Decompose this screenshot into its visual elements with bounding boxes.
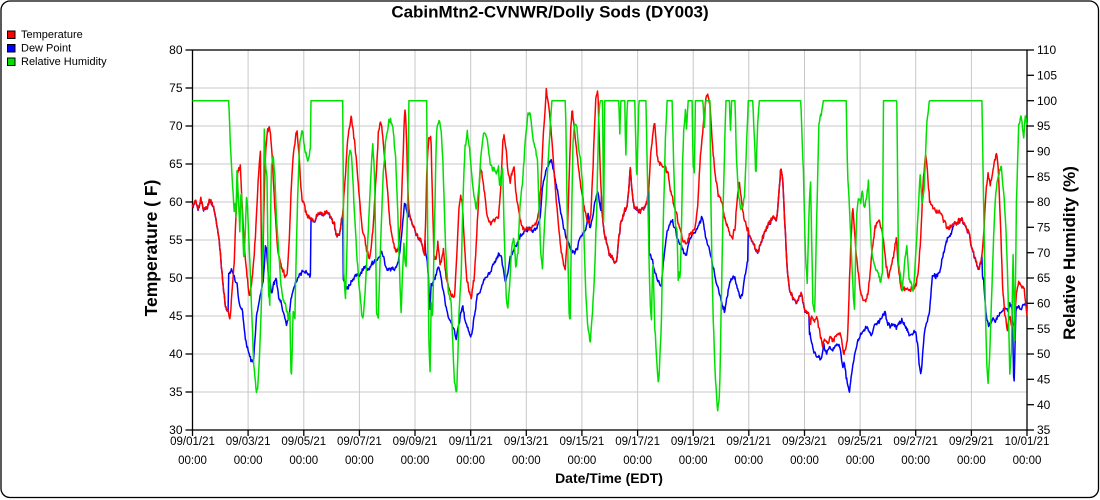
- svg-text:30: 30: [169, 423, 183, 437]
- svg-text:Temperature: Temperature: [21, 29, 83, 41]
- svg-text:00:00: 00:00: [401, 455, 430, 467]
- svg-text:09/27/21: 09/27/21: [893, 436, 938, 448]
- svg-text:09/15/21: 09/15/21: [560, 436, 605, 448]
- svg-text:09/09/21: 09/09/21: [393, 436, 438, 448]
- svg-text:100: 100: [1037, 94, 1057, 108]
- svg-text:110: 110: [1037, 43, 1056, 57]
- svg-text:70: 70: [169, 119, 183, 133]
- svg-text:09/17/21: 09/17/21: [615, 436, 660, 448]
- svg-text:35: 35: [1037, 423, 1051, 437]
- svg-text:75: 75: [1037, 221, 1051, 235]
- svg-text:45: 45: [169, 309, 183, 323]
- svg-text:105: 105: [1037, 69, 1057, 83]
- svg-text:00:00: 00:00: [345, 455, 374, 467]
- svg-text:40: 40: [1037, 398, 1051, 412]
- svg-text:Dew Point: Dew Point: [21, 43, 71, 55]
- svg-text:00:00: 00:00: [957, 455, 986, 467]
- svg-text:65: 65: [169, 157, 183, 171]
- svg-text:60: 60: [1037, 297, 1051, 311]
- svg-text:75: 75: [169, 81, 183, 95]
- svg-text:09/25/21: 09/25/21: [838, 436, 883, 448]
- svg-text:45: 45: [1037, 373, 1051, 387]
- svg-text:00:00: 00:00: [1013, 455, 1042, 467]
- svg-text:00:00: 00:00: [456, 455, 485, 467]
- svg-text:85: 85: [1037, 170, 1051, 184]
- svg-text:00:00: 00:00: [901, 455, 930, 467]
- svg-text:09/21/21: 09/21/21: [726, 436, 771, 448]
- svg-text:90: 90: [1037, 145, 1051, 159]
- svg-text:50: 50: [1037, 347, 1051, 361]
- svg-text:65: 65: [1037, 271, 1051, 285]
- svg-text:09/13/21: 09/13/21: [504, 436, 549, 448]
- svg-text:95: 95: [1037, 119, 1051, 133]
- svg-text:60: 60: [169, 195, 183, 209]
- svg-text:CabinMtn2-CVNWR/Dolly Sods (DY: CabinMtn2-CVNWR/Dolly Sods (DY003): [391, 3, 708, 22]
- svg-text:00:00: 00:00: [178, 455, 207, 467]
- svg-text:55: 55: [169, 233, 183, 247]
- svg-text:10/01/21: 10/01/21: [1005, 436, 1050, 448]
- svg-text:09/03/21: 09/03/21: [226, 436, 271, 448]
- svg-text:09/05/21: 09/05/21: [281, 436, 326, 448]
- svg-text:Relative Humidity: Relative Humidity: [21, 56, 107, 68]
- svg-text:00:00: 00:00: [234, 455, 263, 467]
- svg-text:50: 50: [169, 271, 183, 285]
- svg-text:00:00: 00:00: [568, 455, 597, 467]
- svg-text:00:00: 00:00: [734, 455, 763, 467]
- svg-text:09/11/21: 09/11/21: [449, 436, 493, 448]
- svg-text:00:00: 00:00: [512, 455, 541, 467]
- svg-text:00:00: 00:00: [790, 455, 819, 467]
- svg-text:00:00: 00:00: [289, 455, 318, 467]
- svg-text:09/23/21: 09/23/21: [782, 436, 827, 448]
- svg-text:70: 70: [1037, 246, 1051, 260]
- svg-text:09/19/21: 09/19/21: [671, 436, 716, 448]
- svg-text:09/07/21: 09/07/21: [337, 436, 382, 448]
- svg-text:Relative Humidity (%): Relative Humidity (%): [1060, 166, 1079, 340]
- svg-text:00:00: 00:00: [623, 455, 652, 467]
- svg-text:40: 40: [169, 347, 183, 361]
- svg-text:09/01/21: 09/01/21: [170, 436, 215, 448]
- svg-text:Temperature ( F): Temperature ( F): [141, 180, 161, 317]
- svg-text:00:00: 00:00: [679, 455, 708, 467]
- svg-text:55: 55: [1037, 322, 1051, 336]
- svg-text:09/29/21: 09/29/21: [949, 436, 994, 448]
- svg-text:Date/Time (EDT): Date/Time (EDT): [555, 470, 663, 486]
- svg-text:80: 80: [169, 43, 183, 57]
- svg-text:00:00: 00:00: [846, 455, 875, 467]
- svg-text:80: 80: [1037, 195, 1051, 209]
- svg-text:35: 35: [169, 385, 183, 399]
